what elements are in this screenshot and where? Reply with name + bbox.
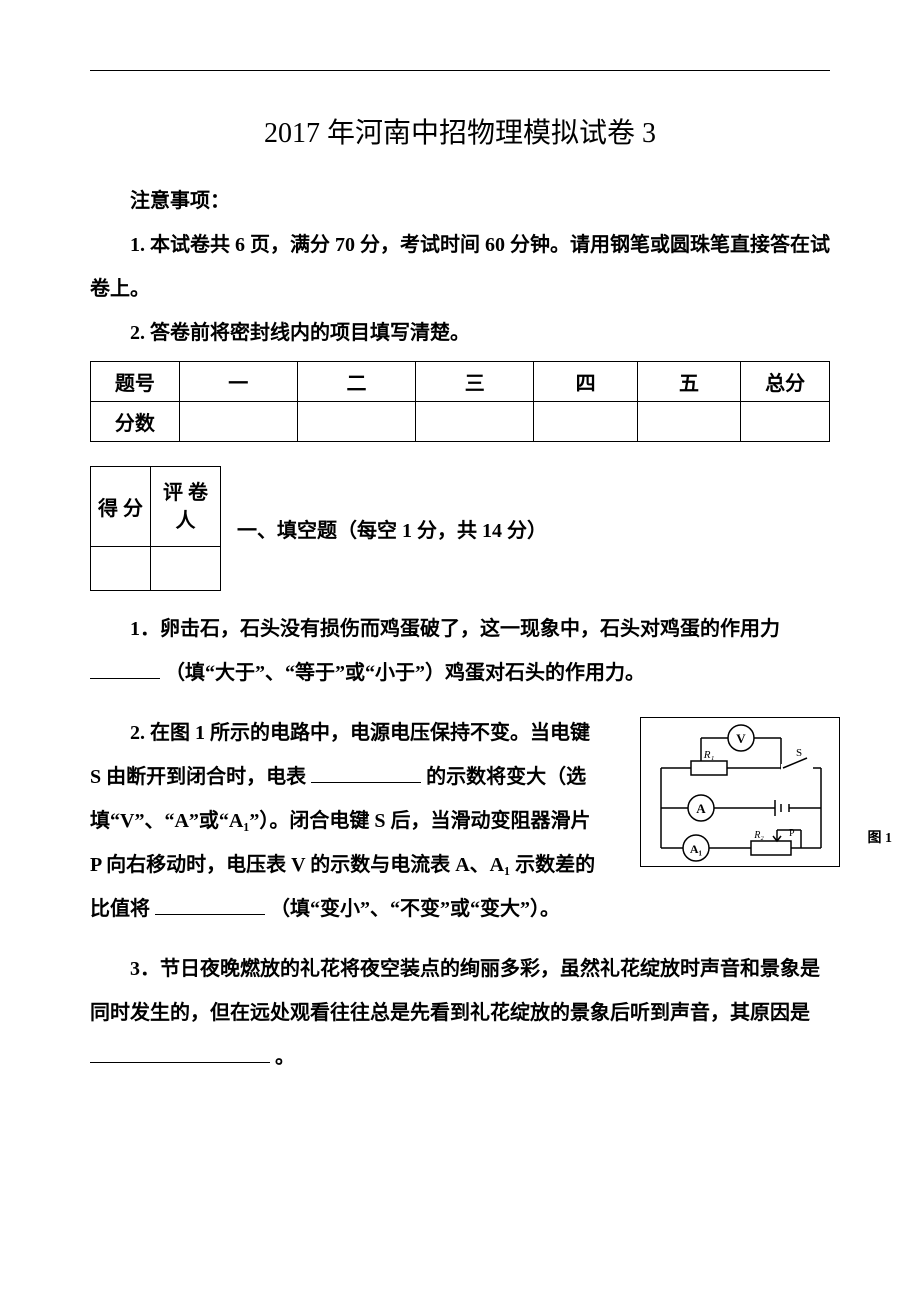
score-cell[interactable] xyxy=(534,402,637,442)
q3-text: 3．节日夜晚燃放的礼花将夜空装点的绚丽多彩，虽然礼花绽放时声音和景象是同时发生的… xyxy=(90,947,830,1079)
q1-blank[interactable] xyxy=(90,659,160,679)
section-1-label: 一、填空题（每空 1 分，共 14 分） xyxy=(237,514,547,543)
score-h4: 四 xyxy=(534,362,637,402)
notice-1: 1. 本试卷共 6 页，满分 70 分，考试时间 60 分钟。请用钢笔或圆珠笔直… xyxy=(90,223,830,311)
q1-text: 1．卵击石，石头没有损伤而鸡蛋破了，这一现象中，石头对鸡蛋的作用力 （填“大于”… xyxy=(90,607,830,695)
figure-1-caption: 图 1 xyxy=(868,827,893,847)
grader-score-label: 得 分 xyxy=(91,467,151,547)
top-rule xyxy=(90,70,830,71)
score-table: 题号 一 二 三 四 五 总分 分数 xyxy=(90,361,830,442)
circuit-label-a: A xyxy=(696,801,706,816)
score-row-label: 分数 xyxy=(91,402,180,442)
q3-b: 。 xyxy=(275,1046,295,1068)
score-cell[interactable] xyxy=(179,402,297,442)
score-h5: 五 xyxy=(637,362,740,402)
q1-hint: （填“大于”、“等于”或“小于”）鸡蛋对石头的作用力。 xyxy=(165,662,645,684)
q2-blank-1[interactable] xyxy=(311,763,421,783)
grader-person-cell[interactable] xyxy=(151,547,221,591)
score-h1: 一 xyxy=(179,362,297,402)
score-h0: 题号 xyxy=(91,362,180,402)
notice-label: 注意事项： xyxy=(90,179,830,223)
circuit-label-r2: R₂ xyxy=(753,830,764,841)
circuit-label-s: S xyxy=(796,747,802,759)
exam-title: 2017 年河南中招物理模拟试卷 3 xyxy=(90,111,830,151)
question-3: 3．节日夜晚燃放的礼花将夜空装点的绚丽多彩，虽然礼花绽放时声音和景象是同时发生的… xyxy=(90,947,830,1079)
page-container: 2017 年河南中招物理模拟试卷 3 注意事项： 1. 本试卷共 6 页，满分 … xyxy=(0,0,920,1119)
question-2: V R₁ S xyxy=(90,711,830,931)
score-cell[interactable] xyxy=(637,402,740,442)
grader-table: 得 分 评 卷人 xyxy=(90,466,221,591)
score-value-row: 分数 xyxy=(91,402,830,442)
score-h2: 二 xyxy=(297,362,415,402)
score-header-row: 题号 一 二 三 四 五 总分 xyxy=(91,362,830,402)
q1-pre: 1．卵击石，石头没有损伤而鸡蛋破了，这一现象中，石头对鸡蛋的作用力 xyxy=(130,618,780,640)
circuit-svg: V R₁ S xyxy=(641,718,841,868)
q2-c: （填“变小”、“不变”或“变大”）。 xyxy=(270,898,560,920)
grader-person-label: 评 卷人 xyxy=(151,467,221,547)
score-cell[interactable] xyxy=(297,402,415,442)
question-1: 1．卵击石，石头没有损伤而鸡蛋破了，这一现象中，石头对鸡蛋的作用力 （填“大于”… xyxy=(90,607,830,695)
section-header-row: 得 分 评 卷人 一、填空题（每空 1 分，共 14 分） xyxy=(90,466,830,591)
score-h6: 总分 xyxy=(741,362,830,402)
circuit-label-r1: R₁ xyxy=(703,749,715,761)
circuit-label-a1: A₁ xyxy=(690,842,703,856)
grader-score-cell[interactable] xyxy=(91,547,151,591)
q3-a: 3．节日夜晚燃放的礼花将夜空装点的绚丽多彩，虽然礼花绽放时声音和景象是同时发生的… xyxy=(90,958,820,1024)
score-cell[interactable] xyxy=(416,402,534,442)
circuit-figure: V R₁ S xyxy=(640,717,840,867)
notice-2: 2. 答卷前将密封线内的项目填写清楚。 xyxy=(90,311,830,355)
circuit-label-v: V xyxy=(736,731,746,746)
q3-blank[interactable] xyxy=(90,1043,270,1063)
score-cell[interactable] xyxy=(741,402,830,442)
score-h3: 三 xyxy=(416,362,534,402)
q2-blank-2[interactable] xyxy=(155,895,265,915)
